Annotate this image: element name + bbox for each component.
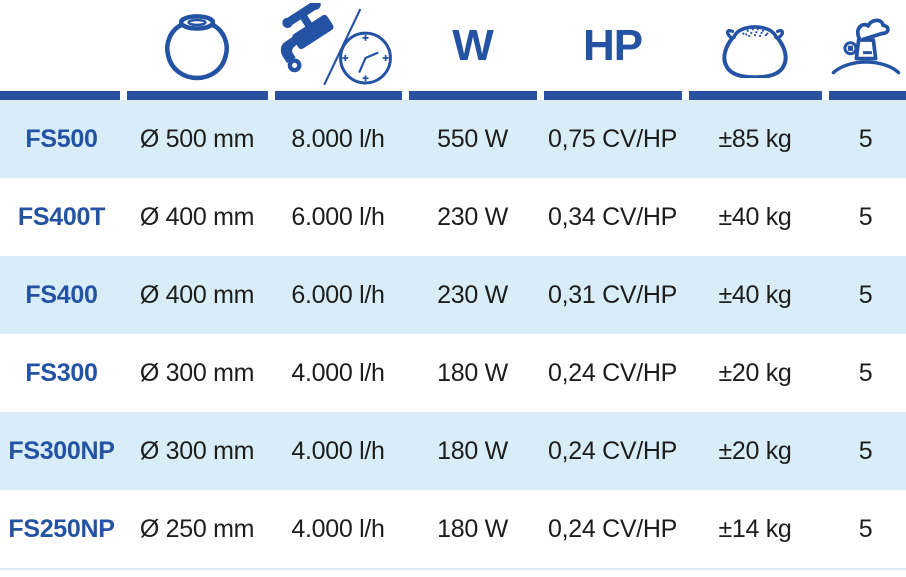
sand-weight-cell: ±40 kg (718, 202, 792, 231)
power-cell: 180 W (437, 436, 508, 465)
horsepower-column-header: HP (582, 20, 643, 70)
diameter-cell: Ø 400 mm (139, 280, 255, 309)
valve-positions-cell: 5 (858, 514, 873, 543)
flow-header-cell (271, 0, 405, 91)
diameter-cell: Ø 400 mm (139, 202, 255, 231)
horsepower-cell: 0,75 CV/HP (547, 124, 677, 153)
power-column-header: W (452, 20, 494, 70)
table-row: FS300 Ø 300 mm 4.000 l/h 180 W 0,24 CV/H… (0, 334, 906, 412)
flow-cell: 4.000 l/h (291, 358, 385, 387)
sand-weight-cell: ±14 kg (718, 514, 792, 543)
power-cell: 230 W (437, 202, 508, 231)
power-cell: 550 W (437, 124, 508, 153)
header-divider-segment (405, 91, 540, 100)
horsepower-cell: 0,24 CV/HP (547, 514, 677, 543)
valve-positions-cell: 5 (858, 280, 873, 309)
header-divider-segment (123, 91, 271, 100)
flow-rate-tap-clock-icon (277, 2, 399, 89)
selector-valve-icon (829, 10, 903, 82)
flow-cell: 4.000 l/h (291, 436, 385, 465)
header-divider-segment (271, 91, 405, 100)
diameter-cell: Ø 300 mm (139, 436, 255, 465)
power-cell: 230 W (437, 280, 508, 309)
header-divider-segment (825, 91, 906, 100)
valve-positions-cell: 5 (858, 202, 873, 231)
model-cell: FS300NP (8, 436, 115, 465)
model-cell: FS250NP (8, 514, 115, 543)
header-divider-segment (0, 91, 123, 100)
header-divider-segment (685, 91, 825, 100)
sand-weight-cell: ±20 kg (718, 436, 792, 465)
table-row: FS400T Ø 400 mm 6.000 l/h 230 W 0,34 CV/… (0, 178, 906, 256)
model-header-cell (0, 0, 123, 91)
model-cell: FS500 (25, 124, 98, 153)
valve-positions-cell: 5 (858, 124, 873, 153)
table-row: FS500 Ø 500 mm 8.000 l/h 550 W 0,75 CV/H… (0, 100, 906, 178)
diameter-cell: Ø 300 mm (139, 358, 255, 387)
table-row: FS400 Ø 400 mm 6.000 l/h 230 W 0,31 CV/H… (0, 256, 906, 334)
valve-positions-cell: 5 (858, 436, 873, 465)
horsepower-cell: 0,24 CV/HP (547, 436, 677, 465)
table-row: FS300NP Ø 300 mm 4.000 l/h 180 W 0,24 CV… (0, 412, 906, 490)
valve-positions-cell: 5 (858, 358, 873, 387)
flow-cell: 6.000 l/h (291, 202, 385, 231)
flow-cell: 8.000 l/h (291, 124, 385, 153)
model-cell: FS300 (25, 358, 98, 387)
sand-weight-icon (718, 14, 792, 78)
power-cell: 180 W (437, 514, 508, 543)
table-bottom-border (0, 568, 906, 570)
filter-tank-icon (159, 7, 235, 85)
diameter-cell: Ø 500 mm (139, 124, 255, 153)
horsepower-cell: 0,24 CV/HP (547, 358, 677, 387)
header-divider-bar (0, 91, 906, 100)
sand-header-cell (685, 0, 825, 91)
horsepower-cell: 0,31 CV/HP (547, 280, 677, 309)
sand-weight-cell: ±20 kg (718, 358, 792, 387)
table-row: FS250NP Ø 250 mm 4.000 l/h 180 W 0,24 CV… (0, 490, 906, 568)
diameter-header-cell (123, 0, 271, 91)
valve-header-cell (825, 0, 906, 91)
flow-cell: 6.000 l/h (291, 280, 385, 309)
model-cell: FS400T (17, 202, 106, 231)
sand-weight-cell: ±40 kg (718, 280, 792, 309)
header-divider-segment (540, 91, 685, 100)
sand-weight-cell: ±85 kg (718, 124, 792, 153)
table-header-row: W HP (0, 0, 906, 91)
flow-cell: 4.000 l/h (291, 514, 385, 543)
power-cell: 180 W (437, 358, 508, 387)
model-cell: FS400 (25, 280, 98, 309)
horsepower-cell: 0,34 CV/HP (547, 202, 677, 231)
diameter-cell: Ø 250 mm (139, 514, 255, 543)
